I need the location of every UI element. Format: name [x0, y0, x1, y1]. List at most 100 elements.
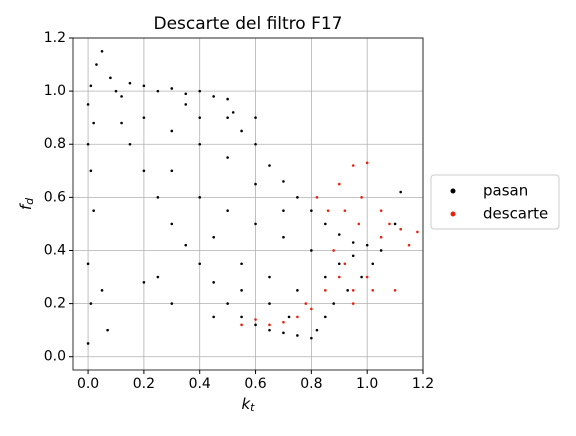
point	[86, 342, 90, 345]
point	[92, 209, 95, 212]
point	[120, 95, 123, 98]
legend-label: descarte	[483, 205, 548, 223]
point	[296, 289, 299, 292]
y-axis-label-base: f	[17, 202, 35, 210]
point	[254, 182, 257, 186]
point	[416, 230, 419, 234]
point	[365, 243, 369, 247]
point	[407, 243, 411, 247]
point	[399, 227, 402, 231]
point	[296, 196, 299, 199]
x-tick-label: 1.2	[412, 376, 434, 392]
point	[337, 182, 341, 186]
point	[170, 87, 174, 90]
point	[95, 63, 98, 66]
point	[282, 235, 285, 239]
point	[184, 103, 188, 106]
point	[198, 142, 202, 146]
point	[268, 323, 271, 327]
x-tick-label: 0.8	[300, 376, 322, 392]
point	[326, 209, 330, 212]
point	[226, 209, 229, 212]
point	[296, 334, 299, 337]
legend-label: pasan	[483, 182, 528, 200]
y-tick-label: 0.4	[44, 242, 66, 258]
point	[324, 289, 327, 292]
point	[254, 318, 257, 321]
x-axis-label-sub: t	[250, 401, 255, 414]
point	[226, 302, 229, 305]
point	[268, 275, 271, 279]
point	[198, 89, 202, 93]
point	[351, 289, 355, 292]
point	[240, 323, 243, 327]
point	[254, 142, 257, 146]
point	[156, 89, 160, 93]
point	[343, 262, 347, 266]
point	[371, 289, 375, 292]
point	[304, 302, 308, 305]
y-axis-label: fd	[17, 197, 37, 210]
point	[324, 315, 327, 319]
point	[337, 262, 341, 266]
point	[399, 190, 402, 194]
x-axis-label: kt	[241, 395, 255, 415]
point	[332, 249, 335, 252]
point	[268, 328, 271, 332]
x-tick-label: 0.0	[77, 376, 99, 392]
point	[351, 164, 355, 167]
point	[142, 116, 146, 119]
point	[226, 156, 229, 159]
point	[240, 289, 243, 292]
point	[142, 281, 146, 284]
point	[109, 76, 112, 80]
point	[254, 116, 257, 119]
point	[268, 302, 271, 305]
point	[184, 243, 188, 247]
x-axis-label-base: k	[241, 395, 251, 413]
point	[310, 307, 313, 311]
point	[365, 161, 369, 165]
point	[360, 196, 363, 199]
point	[310, 209, 313, 212]
point	[184, 92, 188, 96]
chart-title: Descarte del filtro F17	[154, 14, 343, 34]
point	[114, 89, 118, 93]
point	[106, 328, 109, 332]
point	[156, 196, 160, 199]
point	[240, 262, 243, 266]
point	[315, 328, 319, 332]
point	[379, 209, 383, 212]
point	[268, 164, 271, 167]
point	[86, 142, 90, 146]
point	[343, 209, 347, 212]
point	[254, 222, 257, 226]
point	[388, 222, 391, 226]
point	[240, 315, 243, 319]
legend-frame	[430, 174, 560, 230]
point	[351, 241, 355, 244]
point	[365, 275, 369, 279]
point	[198, 262, 202, 266]
y-tick-label: 0.0	[44, 349, 66, 365]
point	[128, 142, 132, 146]
point	[89, 302, 93, 305]
point	[296, 315, 299, 319]
point	[170, 302, 174, 305]
point	[282, 180, 285, 183]
point	[212, 235, 215, 239]
point	[240, 129, 243, 133]
point	[310, 249, 313, 252]
point	[332, 302, 335, 305]
point	[212, 315, 215, 319]
point	[92, 121, 95, 125]
point	[282, 320, 285, 324]
point	[170, 169, 174, 173]
point	[142, 169, 146, 173]
point	[170, 129, 174, 133]
point	[337, 275, 341, 279]
y-tick-label: 1.0	[44, 83, 66, 99]
point	[351, 254, 355, 258]
x-tick-label: 0.4	[189, 376, 211, 392]
point	[379, 249, 383, 252]
